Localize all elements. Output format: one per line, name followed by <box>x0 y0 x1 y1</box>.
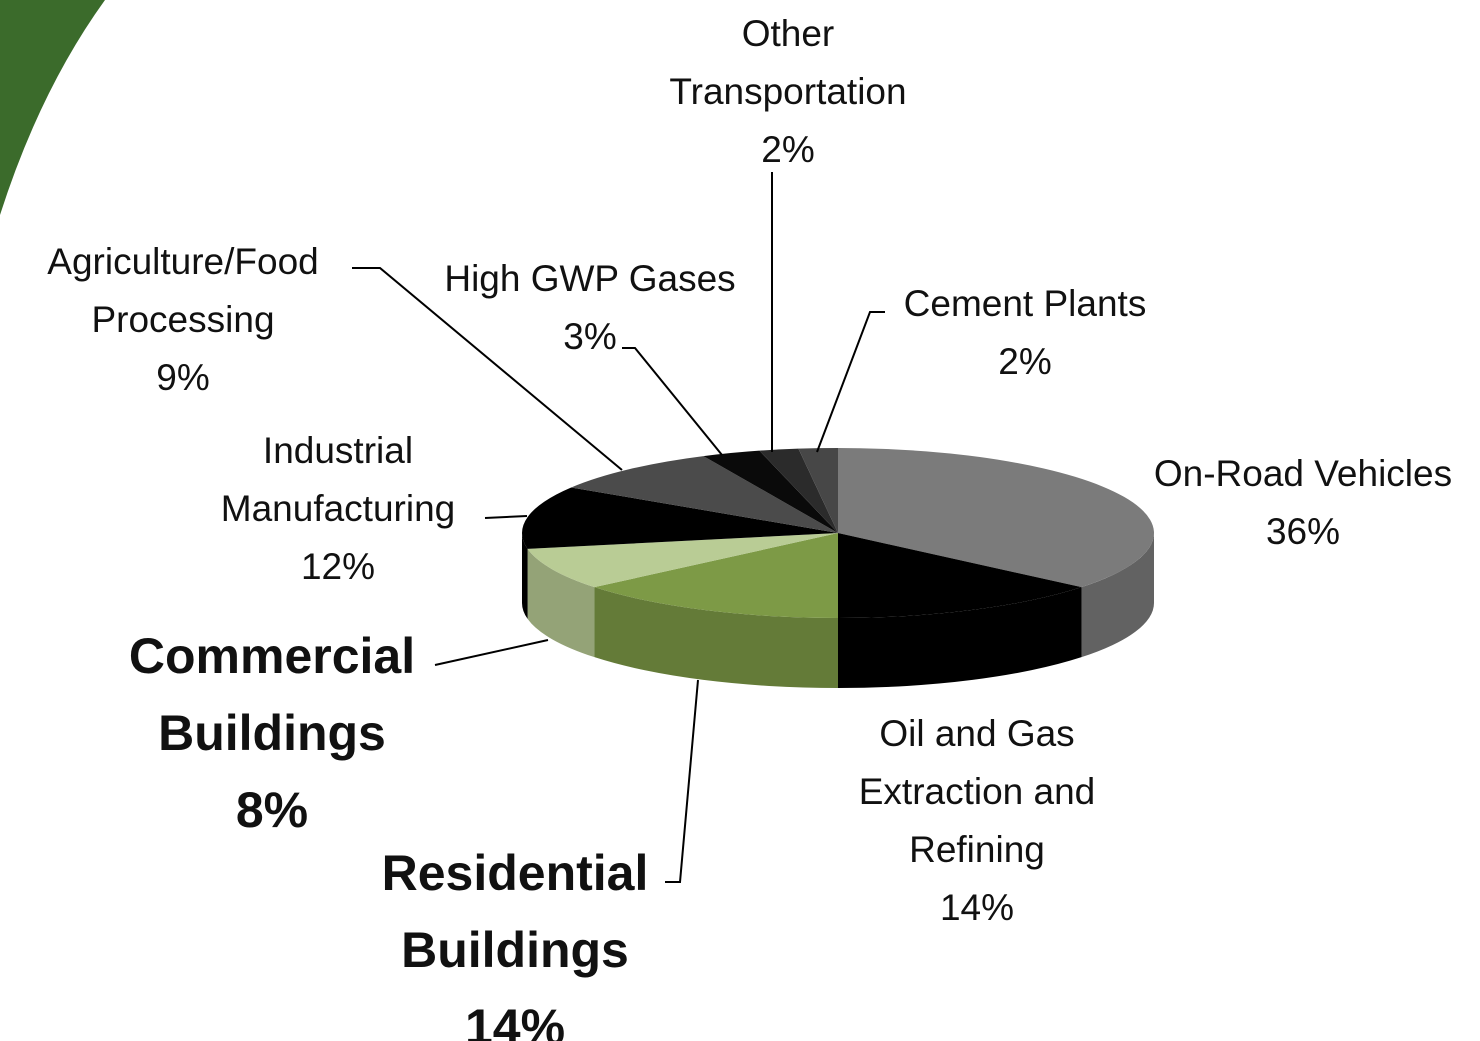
slice-label: Residential Buildings 14% <box>350 835 680 1041</box>
slice <box>838 533 1082 618</box>
slice-label: Industrial Manufacturing 12% <box>188 422 488 596</box>
slice <box>594 533 838 618</box>
label-value: 12% <box>300 546 376 587</box>
slice <box>798 448 838 533</box>
label-value: 8% <box>235 782 309 838</box>
slice-side <box>527 548 595 658</box>
label-name: High GWP Gases <box>444 258 736 299</box>
slice-label: High GWP Gases 3% <box>425 250 755 366</box>
label-value: 14% <box>464 999 566 1041</box>
label-name: Oil and Gas Extraction and Refining <box>858 713 1096 870</box>
label-value: 9% <box>156 357 210 398</box>
leader-line <box>352 267 623 471</box>
slice-side <box>594 587 838 688</box>
leader-line <box>665 679 699 883</box>
leader-line <box>484 515 528 519</box>
label-value: 2% <box>998 341 1052 382</box>
leader-line <box>816 311 885 453</box>
leader-line <box>434 639 549 666</box>
slice-label: Oil and Gas Extraction and Refining 14% <box>832 705 1122 937</box>
label-value: 36% <box>1265 511 1341 552</box>
label-name: Residential Buildings <box>381 845 649 978</box>
label-value: 3% <box>563 316 617 357</box>
label-name: Industrial Manufacturing <box>220 430 456 529</box>
slice <box>571 456 838 533</box>
slice-label: On-Road Vehicles 36% <box>1123 445 1480 561</box>
slice-label: Cement Plants 2% <box>875 275 1175 391</box>
slice <box>522 487 838 549</box>
slice-label: Other Transportation 2% <box>638 5 938 179</box>
slice <box>703 450 838 533</box>
slice-label: Commercial Buildings 8% <box>102 618 442 849</box>
decoration <box>0 0 105 215</box>
slice-side <box>522 533 528 619</box>
label-name: Cement Plants <box>903 283 1147 324</box>
slice-label: Agriculture/Food Processing 9% <box>13 233 353 407</box>
leader-line <box>622 347 723 456</box>
slice-side <box>1081 533 1154 658</box>
label-name: Commercial Buildings <box>128 628 416 761</box>
slice <box>527 533 838 588</box>
label-name: On-Road Vehicles <box>1153 453 1453 494</box>
slice <box>838 448 1154 588</box>
label-name: Agriculture/Food Processing <box>47 241 319 340</box>
slice-side <box>838 587 1082 688</box>
slice <box>759 448 838 533</box>
label-name: Other Transportation <box>669 13 907 112</box>
label-value: 14% <box>939 887 1015 928</box>
label-value: 2% <box>761 129 815 170</box>
